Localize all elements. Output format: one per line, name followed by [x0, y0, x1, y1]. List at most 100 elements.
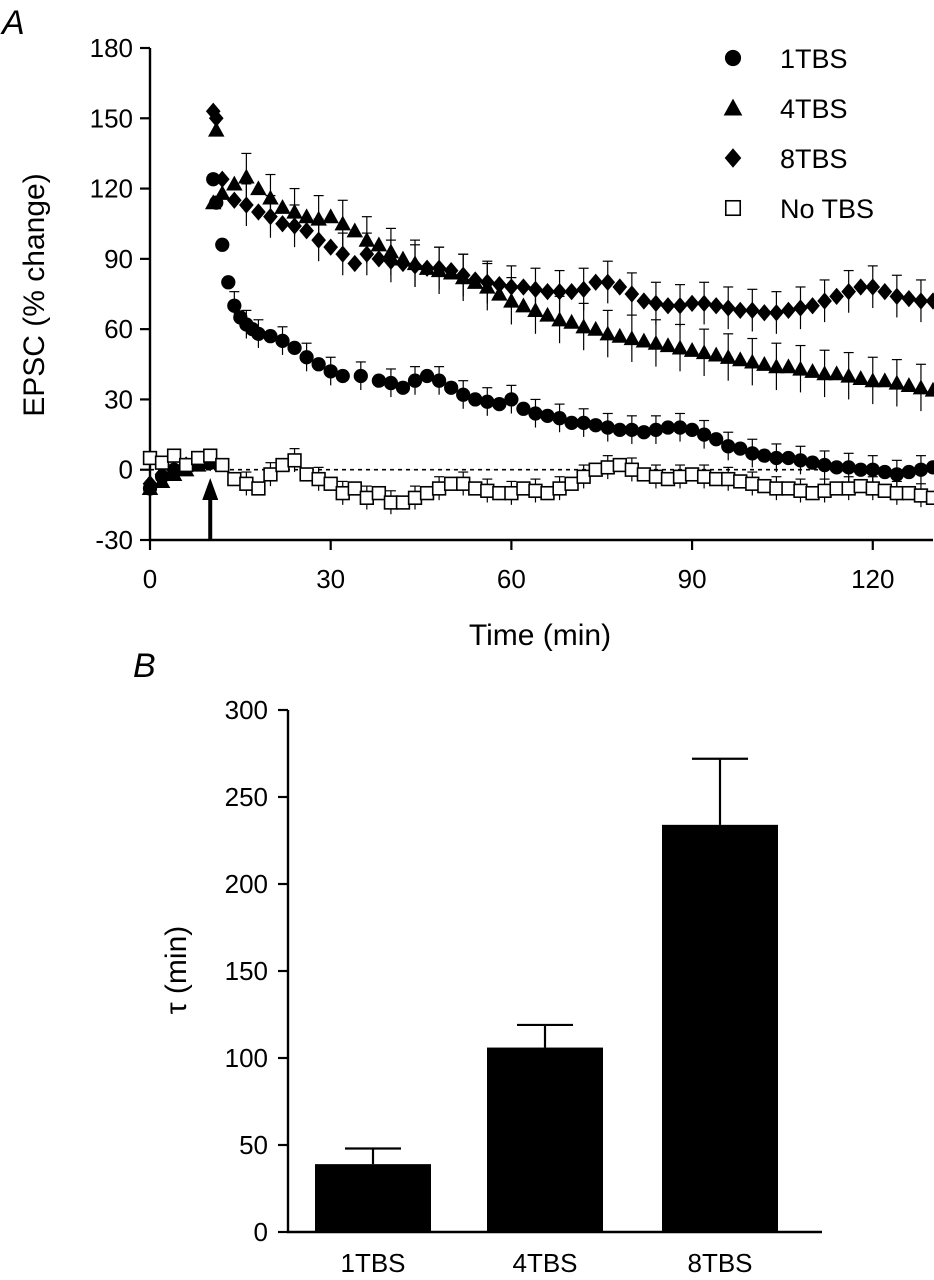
data-point — [636, 425, 652, 440]
data-point — [853, 478, 868, 494]
data-point — [576, 469, 591, 484]
data-point — [780, 358, 797, 374]
data-point — [479, 273, 495, 291]
data-point — [672, 420, 688, 435]
data-point — [250, 180, 267, 196]
data-point — [925, 460, 934, 475]
data-point — [708, 297, 724, 315]
data-point — [166, 448, 182, 463]
data-point — [208, 109, 224, 127]
data-point — [769, 450, 784, 466]
data-point — [599, 325, 617, 341]
data-point — [817, 457, 832, 473]
data-point — [540, 283, 555, 301]
data-point — [636, 467, 652, 482]
data-point — [323, 476, 338, 491]
data-point — [371, 485, 387, 501]
panel-b-bar-chart: B 0 50 100 150 200 250 300 1TBS 4TBS 8TBS τ (min… — [133, 647, 822, 1278]
data-point — [624, 285, 640, 303]
y-tick-label: 150 — [90, 103, 133, 133]
data-point — [636, 292, 652, 310]
data-point — [238, 168, 255, 184]
data-point — [208, 121, 225, 137]
data-point — [347, 481, 362, 496]
panel-b-bars — [315, 757, 778, 1232]
data-point — [877, 283, 893, 301]
data-point — [540, 408, 555, 423]
data-point — [647, 334, 665, 350]
data-point — [480, 483, 495, 498]
data-point — [696, 294, 712, 312]
data-point — [275, 215, 290, 233]
data-point — [298, 208, 315, 224]
data-point — [323, 364, 338, 379]
panel-a-x-ticks: 0 30 60 90 120 — [143, 540, 894, 594]
data-point — [431, 481, 447, 496]
data-point — [745, 476, 760, 491]
y-tick-label: 120 — [90, 174, 133, 204]
data-point — [757, 478, 772, 494]
data-point — [840, 367, 857, 383]
bar-1tbs — [315, 1147, 431, 1232]
panel-b-y-ticks: 0 50 100 150 200 250 300 — [225, 695, 288, 1247]
data-point — [659, 337, 677, 353]
data-point — [733, 441, 748, 456]
y-tick-label: 50 — [239, 1130, 268, 1160]
data-point — [552, 283, 567, 301]
legend-item-1tbs: 1TBS — [724, 44, 848, 74]
data-point — [311, 357, 326, 372]
data-point — [215, 457, 230, 473]
data-point — [587, 320, 604, 336]
legend-circle-icon — [724, 49, 742, 67]
data-point — [552, 481, 567, 496]
data-point — [745, 446, 760, 461]
data-point — [166, 461, 182, 479]
bar-8tbs — [662, 757, 778, 1232]
data-point — [756, 356, 773, 371]
data-point — [889, 287, 905, 305]
data-point — [721, 439, 736, 454]
data-point — [805, 297, 820, 315]
data-point — [877, 464, 892, 480]
data-point — [564, 283, 579, 301]
data-point — [829, 287, 844, 305]
data-point — [227, 471, 242, 487]
data-point — [383, 375, 399, 391]
data-point — [792, 360, 809, 376]
legend-item-4tbs: 4TBS — [723, 94, 848, 124]
data-point — [492, 485, 507, 501]
data-point — [515, 297, 532, 313]
data-point — [154, 465, 170, 484]
data-point — [624, 422, 639, 438]
panel-a-data-points — [141, 102, 934, 515]
data-point — [346, 222, 364, 238]
data-point — [407, 490, 423, 506]
x-tick-label: 120 — [851, 564, 894, 594]
data-point — [913, 488, 929, 503]
data-point — [732, 301, 748, 320]
y-tick-label: 90 — [104, 244, 133, 274]
data-point — [889, 467, 904, 482]
data-point — [310, 210, 327, 226]
data-point — [757, 304, 772, 322]
data-point — [551, 311, 568, 327]
data-point — [683, 341, 701, 357]
data-point — [829, 460, 844, 475]
data-point — [263, 208, 278, 226]
data-point — [889, 485, 905, 501]
data-point — [251, 481, 266, 496]
panel-a-line-chart: A -30 0 30 60 90 120 150 180 0 30 60 90 120 EPSC (%… — [0, 4, 934, 652]
data-point — [719, 349, 737, 364]
data-point — [781, 301, 796, 320]
panel-a-letter: A — [0, 4, 25, 42]
data-point — [323, 238, 339, 256]
data-point — [214, 170, 230, 188]
data-point — [347, 254, 363, 273]
data-point — [528, 483, 543, 498]
data-point — [516, 401, 531, 416]
data-point — [263, 467, 278, 482]
data-point — [154, 455, 170, 470]
bar-rect — [662, 824, 778, 1232]
legend-item-8tbs: 8TBS — [724, 144, 848, 174]
data-point — [407, 257, 423, 275]
